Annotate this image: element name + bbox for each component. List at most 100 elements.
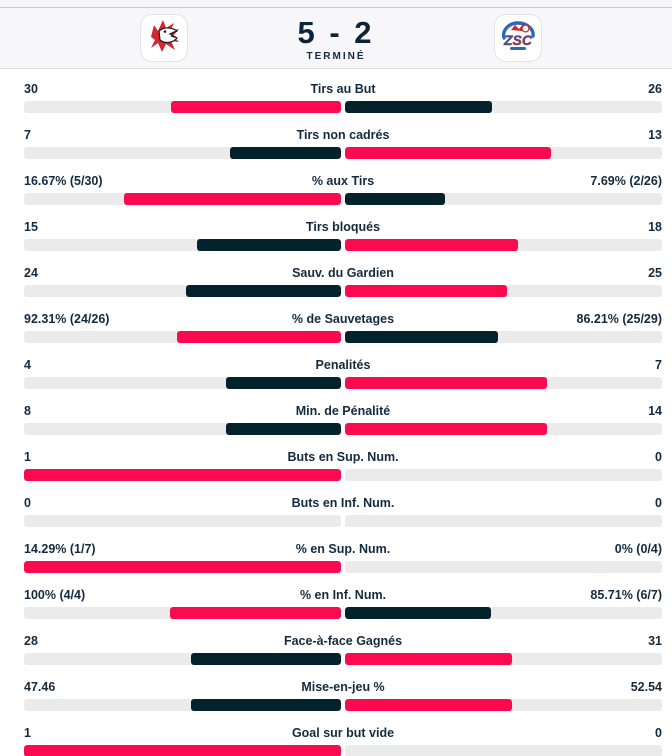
stat-bar-right-track	[345, 561, 662, 573]
stat-bar-right-track	[345, 699, 662, 711]
stat-bar-left-track	[24, 101, 341, 113]
stat-right-value: 26	[648, 82, 662, 96]
stat-right-value: 7.69% (2/26)	[590, 174, 662, 188]
stat-row: 1 Buts en Sup. Num. 0	[24, 451, 662, 481]
stat-bar-left-fill	[24, 469, 341, 481]
stat-bar-right-track	[345, 193, 662, 205]
stat-bar-left-track	[24, 607, 341, 619]
stat-left-value: 92.31% (24/26)	[24, 312, 110, 326]
stat-bar-right-track	[345, 239, 662, 251]
stat-label: Tirs non cadrés	[296, 128, 390, 142]
stat-right-value: 25	[648, 266, 662, 280]
stat-label: Buts en Inf. Num.	[291, 496, 395, 510]
stat-bar-left-track	[24, 653, 341, 665]
stat-left-value: 1	[24, 450, 31, 464]
stat-right-value: 0% (0/4)	[614, 542, 662, 556]
stat-row: 15 Tirs bloqués 18	[24, 221, 662, 251]
stat-right-value: 13	[648, 128, 662, 142]
stat-bar-left-fill	[177, 331, 341, 343]
stat-label: % aux Tirs	[311, 174, 375, 188]
stat-bar-left-track	[24, 515, 341, 527]
stat-label: % de Sauvetages	[291, 312, 395, 326]
stat-row: 28 Face-à-face Gagnés 31	[24, 635, 662, 665]
stat-bar-right-fill	[345, 607, 492, 619]
stat-bar-right-fill	[345, 101, 493, 113]
zsc-lions-icon: ZSC	[498, 16, 538, 61]
stat-left-value: 1	[24, 726, 31, 740]
stat-label: % en Sup. Num.	[295, 542, 391, 556]
stat-right-value: 85.71% (6/7)	[590, 588, 662, 602]
stat-bar-right-fill	[345, 239, 518, 251]
stat-bar	[24, 469, 662, 481]
stat-bar-right-track	[345, 607, 662, 619]
stat-row: 1 Goal sur but vide 0	[24, 727, 662, 756]
stat-bar-left-track	[24, 193, 341, 205]
stat-label: Mise-en-jeu %	[301, 680, 385, 694]
stat-bar-right-fill	[345, 147, 552, 159]
section-divider	[0, 0, 672, 8]
stat-row: 0 Buts en Inf. Num. 0	[24, 497, 662, 527]
stat-bar	[24, 101, 662, 113]
stat-bar	[24, 377, 662, 389]
stat-right-value: 14	[648, 404, 662, 418]
stat-label: Tirs bloqués	[305, 220, 381, 234]
stat-bar-left-fill	[225, 377, 341, 389]
stat-bar-left-fill	[185, 285, 341, 297]
away-team-logo[interactable]: ZSC	[494, 14, 542, 62]
stat-right-value: 0	[655, 496, 662, 510]
stat-row: 8 Min. de Pénalité 14	[24, 405, 662, 435]
stat-label: Sauv. du Gardien	[292, 266, 394, 280]
stat-bar-right-track	[345, 653, 662, 665]
stat-bar-left-fill	[190, 653, 341, 665]
stat-right-value: 0	[655, 726, 662, 740]
stats-list: 30 Tirs au But 26 7 Tirs non cadrés 13	[0, 69, 672, 756]
stat-left-value: 24	[24, 266, 38, 280]
stat-left-value: 8	[24, 404, 31, 418]
stat-bar	[24, 331, 662, 343]
stat-left-value: 16.67% (5/30)	[24, 174, 103, 188]
stat-left-value: 0	[24, 496, 31, 510]
stat-label: Min. de Pénalité	[295, 404, 391, 418]
stat-bar-left-track	[24, 147, 341, 159]
stat-bar-right-track	[345, 331, 662, 343]
stat-bar-right-track	[345, 745, 662, 756]
stat-left-value: 14.29% (1/7)	[24, 542, 96, 556]
stat-label: Face-à-face Gagnés	[283, 634, 403, 648]
stat-label: Penalités	[315, 358, 371, 372]
stat-bar-left-track	[24, 285, 341, 297]
stat-row: 4 Penalités 7	[24, 359, 662, 389]
stat-left-value: 100% (4/4)	[24, 588, 86, 602]
stat-bar-right-fill	[345, 193, 446, 205]
stat-bar-left-track	[24, 561, 341, 573]
stat-bar-right-track	[345, 469, 662, 481]
stat-bar	[24, 285, 662, 297]
stat-bar	[24, 423, 662, 435]
home-team-logo[interactable]	[140, 14, 188, 62]
stat-bar-left-track	[24, 699, 341, 711]
stat-row: 24 Sauv. du Gardien 25	[24, 267, 662, 297]
stat-bar-left-track	[24, 239, 341, 251]
stat-right-value: 18	[648, 220, 662, 234]
stat-bar	[24, 653, 662, 665]
stat-label: Goal sur but vide	[291, 726, 395, 740]
stat-bar	[24, 607, 662, 619]
stat-row: 16.67% (5/30) % aux Tirs 7.69% (2/26)	[24, 175, 662, 205]
stat-bar	[24, 147, 662, 159]
stat-bar-left-fill	[225, 423, 341, 435]
stat-label: Tirs au But	[310, 82, 376, 96]
stat-row: 30 Tirs au But 26	[24, 83, 662, 113]
stat-row: 92.31% (24/26) % de Sauvetages 86.21% (2…	[24, 313, 662, 343]
stat-bar-right-track	[345, 423, 662, 435]
stat-row: 47.46 Mise-en-jeu % 52.54	[24, 681, 662, 711]
stat-bar-left-fill	[196, 239, 341, 251]
stat-label: % en Inf. Num.	[299, 588, 387, 602]
stat-bar	[24, 193, 662, 205]
stat-row: 14.29% (1/7) % en Sup. Num. 0% (0/4)	[24, 543, 662, 573]
stat-bar-right-track	[345, 377, 662, 389]
stat-bar-right-fill	[345, 653, 512, 665]
stat-row: 100% (4/4) % en Inf. Num. 85.71% (6/7)	[24, 589, 662, 619]
stat-bar	[24, 745, 662, 756]
stat-bar	[24, 515, 662, 527]
stat-bar-right-track	[345, 101, 662, 113]
stat-right-value: 0	[655, 450, 662, 464]
